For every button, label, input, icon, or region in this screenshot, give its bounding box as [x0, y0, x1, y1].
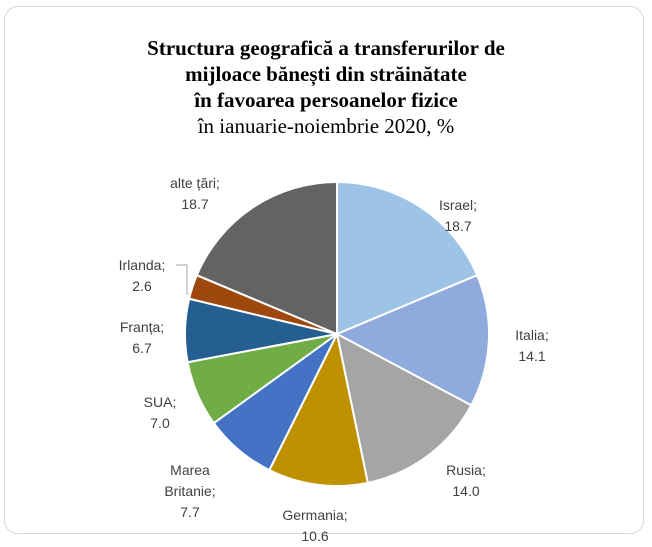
label-separator: ; — [172, 394, 177, 410]
pie-slice — [334, 273, 490, 407]
label-name: alte țări — [170, 175, 217, 191]
chart-title: în favoarea persoanelor fizice — [194, 88, 458, 112]
data-label: Irlanda; 2.6 — [97, 255, 187, 297]
label-name: Israel — [438, 197, 474, 213]
label-value: 7.0 — [150, 415, 170, 431]
label-name: Franța — [119, 319, 161, 335]
data-label: Marea Britanie; 7.7 — [155, 460, 225, 523]
label-name: Germania — [282, 507, 344, 523]
label-separator: ; — [160, 319, 165, 335]
pie-slice — [195, 180, 338, 336]
label-value: 2.6 — [132, 278, 152, 294]
label-separator: ; — [211, 483, 216, 499]
data-label: Germania; 10.6 — [265, 505, 365, 547]
chart-title: mijloace bănești din străinătate — [185, 62, 467, 86]
chart-frame — [4, 6, 644, 534]
label-separator: ; — [481, 462, 486, 478]
label-name: Rusia — [446, 462, 482, 478]
data-label: Italia; 14.1 — [487, 325, 577, 367]
label-separator: ; — [161, 257, 166, 273]
label-separator: ; — [544, 327, 549, 343]
data-label: Rusia; 14.0 — [421, 460, 511, 502]
label-value: 7.7 — [180, 504, 200, 520]
data-label: alte țări; 18.7 — [150, 173, 240, 215]
label-value: 14.0 — [452, 483, 480, 499]
data-label: SUA; 7.0 — [115, 392, 205, 434]
label-value: 18.7 — [444, 218, 472, 234]
chart-title: Structura geografică a transferurilor de — [147, 36, 505, 60]
label-name: Irlanda — [118, 257, 162, 273]
label-separator: ; — [473, 197, 478, 213]
data-label: Franța; 6.7 — [97, 317, 187, 359]
leader-line — [176, 264, 188, 295]
label-name: Marea Britanie — [164, 462, 212, 499]
pie-slice — [335, 332, 473, 485]
label-separator: ; — [343, 507, 348, 523]
label-value: 18.7 — [181, 196, 209, 212]
label-name: SUA — [143, 394, 173, 410]
data-label: Israel; 18.7 — [413, 195, 503, 237]
label-name: Italia — [515, 327, 545, 343]
pie-slice — [267, 330, 369, 487]
label-value: 6.7 — [132, 340, 152, 356]
label-value: 10.6 — [301, 528, 329, 544]
pie-slice — [336, 180, 479, 336]
chart-subtitle: în ianuarie-noiembrie 2020, % — [197, 114, 455, 138]
label-value: 14.1 — [518, 348, 546, 364]
label-separator: ; — [216, 175, 220, 191]
